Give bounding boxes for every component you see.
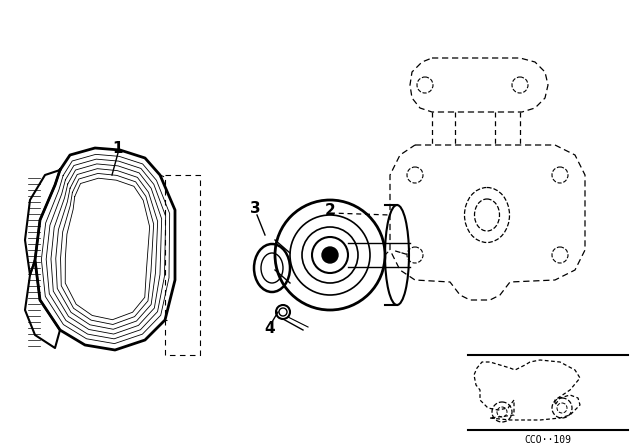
Text: 3: 3 (250, 201, 260, 215)
Text: 2: 2 (324, 202, 335, 217)
Text: 4: 4 (265, 320, 275, 336)
Text: CCO··109: CCO··109 (525, 435, 572, 445)
Circle shape (322, 247, 338, 263)
Text: 1: 1 (113, 141, 124, 155)
